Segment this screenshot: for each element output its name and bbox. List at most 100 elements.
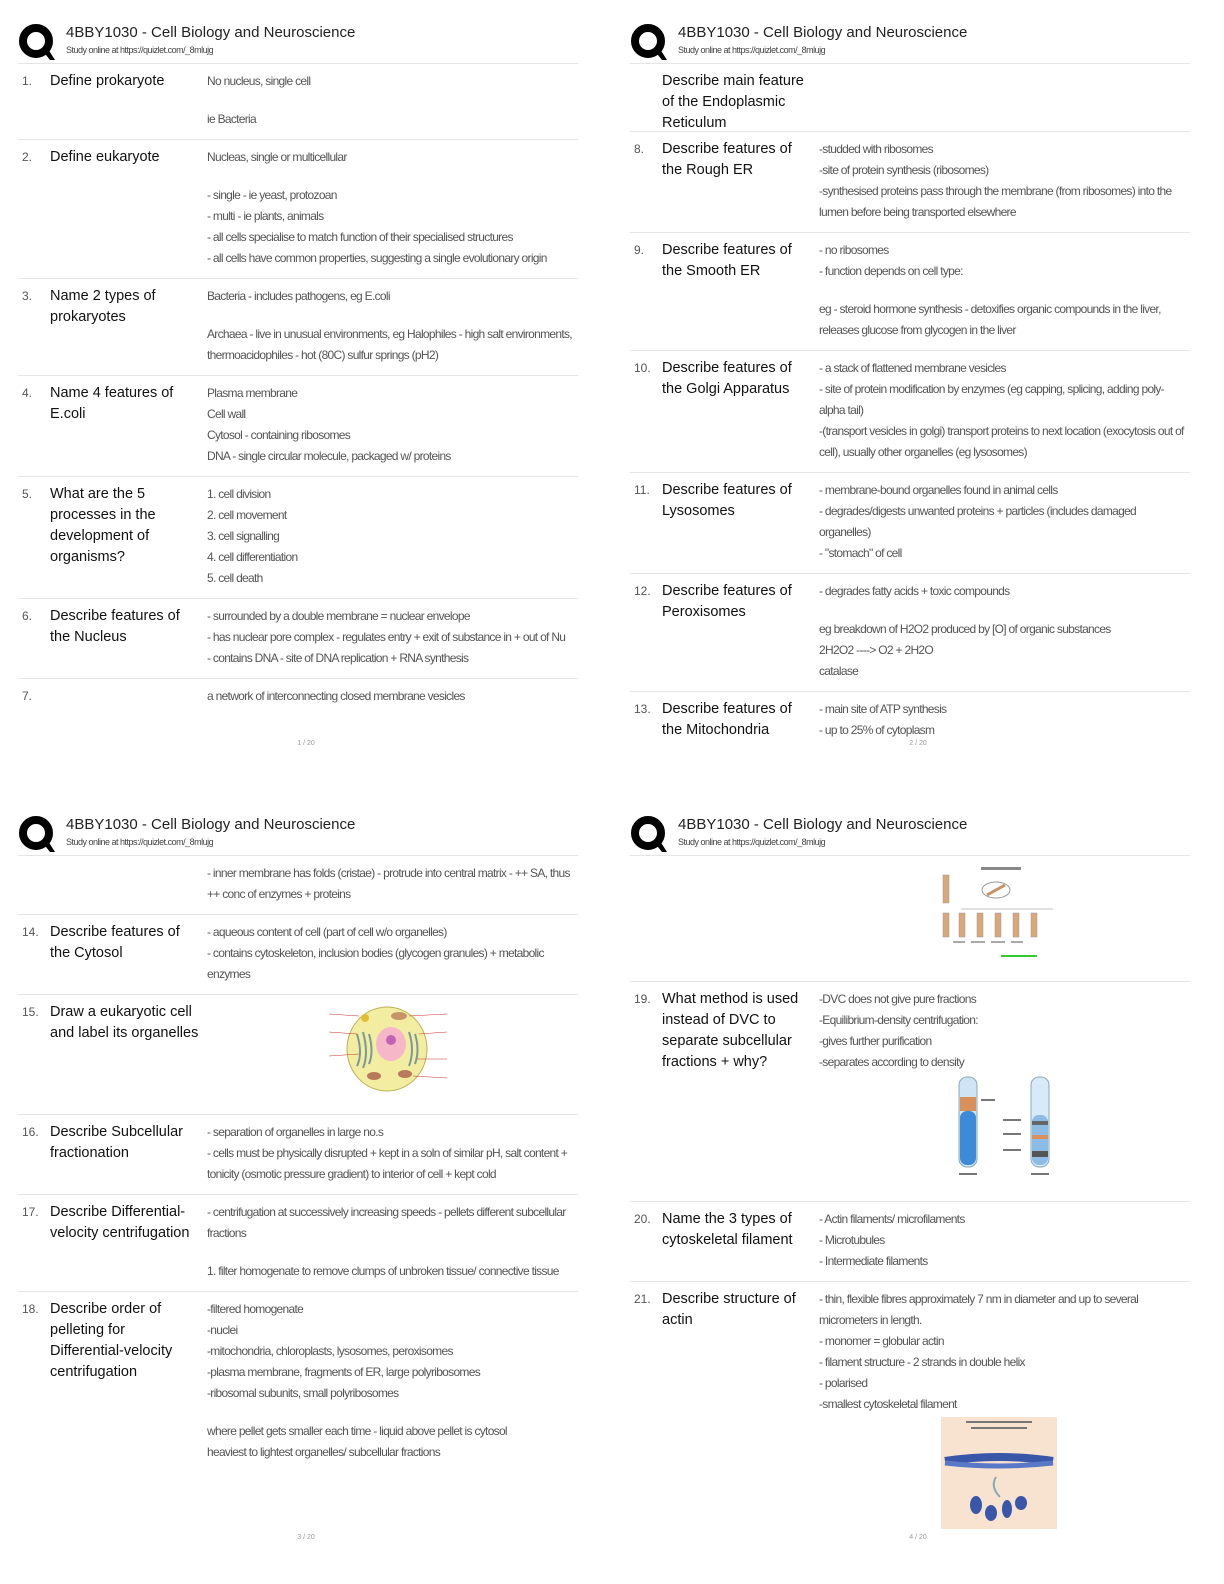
card-answer: No nucleus, single cell ie Bacteria [207,71,577,130]
answer-line: -Equilibrium-density centrifugation: [819,1013,979,1027]
answer-line: eg - steroid hormone synthesis - detoxif… [819,302,1161,337]
flashcard-row: - inner membrane has folds (cristae) - p… [18,856,578,915]
flashcard-row: 7. a network of interconnecting closed me… [18,679,578,716]
flashcard-row: 13. Describe features of the Mitochondria… [630,692,1190,750]
flashcard-row: 5. What are the 5 processes in the develo… [18,477,578,599]
card-answer: Bacteria - includes pathogens, eg E.coli… [207,286,577,366]
answer-line: ie Bacteria [207,112,257,126]
answer-line: 2. cell movement [207,508,287,522]
flashcard-row: 1. Define prokaryote No nucleus, single ce… [18,64,578,140]
card-answer: - degrades fatty acids + toxic compounds… [819,581,1189,682]
card-question: Describe features of the Golgi Apparatus [662,360,792,397]
card-number: 13. [634,702,651,716]
card-answer [819,865,1189,968]
flashcard-list: 1. Define prokaryote No nucleus, single ce… [18,63,578,716]
answer-line: -(transport vesicles in golgi) transport… [819,424,1184,459]
study-online-link[interactable]: Study online at https://quizlet.com/_8ml… [66,45,214,55]
flashcard-row: 20. Name the 3 types of cytoskeletal fila… [630,1202,1190,1282]
page-title: 4BBY1030 - Cell Biology and Neuroscience [66,24,356,41]
card-question: Define prokaryote [50,73,165,89]
page-1: 4BBY1030 - Cell Biology and Neuroscience… [0,0,612,792]
answer-line: - has nuclear pore complex - regulates e… [207,630,566,644]
flashcard-row: 9. Describe features of the Smooth ER - no… [630,233,1190,351]
flashcard-row: 18. Describe order of pelleting for Diffe… [18,1292,578,1472]
card-number: 3. [22,289,33,303]
page-4: 4BBY1030 - Cell Biology and Neuroscience… [612,792,1224,1584]
quizlet-logo-icon [18,816,56,854]
flashcard-row: 3. Name 2 types of prokaryotes Bacteria - … [18,279,578,376]
answer-line: - aqueous content of cell (part of cell … [207,925,447,939]
card-answer: - thin, flexible fibres approximately 7 … [819,1289,1189,1536]
card-number: 12. [634,584,651,598]
blank-line [207,307,577,324]
study-online-link[interactable]: Study online at https://quizlet.com/_8ml… [678,45,826,55]
flashcard-row: 8. Describe features of the Rough ER -stud… [630,132,1190,233]
card-question: Describe features of the Rough ER [662,141,792,178]
card-answer: - no ribosomes - function depends on cell… [819,240,1189,341]
flashcard-row: 16. Describe Subcellular fractionation - s… [18,1115,578,1195]
answer-line: - centrifugation at successively increas… [207,1205,566,1240]
quizlet-logo-icon [630,24,668,62]
answer-line: - separation of organelles in large no.s [207,1125,384,1139]
page-number: 2 / 20 [909,740,927,747]
answer-line: Archaea - live in unusual environments, … [207,327,573,362]
card-number: 2. [22,150,33,164]
answer-line: - thin, flexible fibres approximately 7 … [819,1292,1139,1327]
answer-line: - surrounded by a double membrane = nucl… [207,609,470,623]
page-title: 4BBY1030 - Cell Biology and Neuroscience [66,816,356,833]
answer-line: - a stack of flattened membrane vesicles [819,361,1006,375]
flashcard-row: 15. Draw a eukaryotic cell and label its … [18,995,578,1115]
answer-line: - filament structure - 2 strands in doub… [819,1355,1026,1369]
blank-line [207,168,577,185]
answer-line: -mitochondria, chloroplasts, lysosomes, … [207,1344,453,1358]
answer-line: Cytosol - containing ribosomes [207,428,351,442]
answer-line: 1. filter homogenate to remove clumps of… [207,1264,559,1278]
card-question: Define eukaryote [50,149,160,165]
answer-line: Plasma membrane [207,386,298,400]
density-gradient-tubes-diagram [941,1075,1189,1188]
study-online-link[interactable]: Study online at https://quizlet.com/_8ml… [66,837,214,847]
card-answer: Nucleas, single or multicellular - single… [207,147,577,269]
quizlet-logo-icon [18,24,56,62]
page-title: 4BBY1030 - Cell Biology and Neuroscience [678,24,968,41]
quizlet-logo-icon [630,816,668,854]
flashcard-row [630,856,1190,982]
card-question: Name 4 features of E.coli [50,385,174,422]
card-question: Describe Subcellular fractionation [50,1124,183,1161]
card-question: Draw a eukaryotic cell and label its org… [50,1004,199,1041]
blank-line [207,1244,577,1261]
answer-line: - monomer = globular actin [819,1334,945,1348]
flashcard-list: 19. What method is used instead of DVC to… [630,855,1190,1549]
answer-line: heaviest to lightest organelles/ subcell… [207,1445,441,1459]
card-number: 9. [634,243,645,257]
card-number: 8. [634,142,645,156]
card-answer: - main site of ATP synthesis - up to 25% … [819,699,1189,741]
study-online-link[interactable]: Study online at https://quizlet.com/_8ml… [678,837,826,847]
card-question: Name 2 types of prokaryotes [50,288,156,325]
card-number: 21. [634,1292,651,1306]
answer-line: - Actin filaments/ microfilaments [819,1212,965,1226]
card-answer: - aqueous content of cell (part of cell … [207,922,577,985]
card-number: 6. [22,609,33,623]
answer-line: - function depends on cell type: [819,264,963,278]
card-answer: - surrounded by a double membrane = nucl… [207,606,577,669]
flashcard-row: 17. Describe Differential-velocity centri… [18,1195,578,1292]
card-question: What method is used instead of DVC to se… [662,991,799,1070]
card-number: 7. [22,689,33,703]
answer-line: - contains cytoskeleton, inclusion bodie… [207,946,544,981]
answer-line: -separates according to density [819,1055,965,1069]
answer-line: a network of interconnecting closed memb… [207,689,465,703]
answer-line: - polarised [819,1376,868,1390]
blank-line [207,92,577,109]
answer-line: -filtered homogenate [207,1302,304,1316]
answer-line: -ribosomal subunits, small polyribosomes [207,1386,399,1400]
blank-line [819,71,1189,88]
card-question: Describe features of Peroxisomes [662,583,792,620]
flashcard-row: 11. Describe features of Lysosomes - membr… [630,473,1190,574]
flashcard-row: 19. What method is used instead of DVC to… [630,982,1190,1202]
differential-velocity-centrifugation-diagram [941,865,1189,968]
page-2: 4BBY1030 - Cell Biology and Neuroscience… [612,0,1224,792]
answer-line: -smallest cytoskeletal filament [819,1397,957,1411]
answer-line: 4. cell differentiation [207,550,298,564]
answer-line: -site of protein synthesis (ribosomes) [819,163,989,177]
